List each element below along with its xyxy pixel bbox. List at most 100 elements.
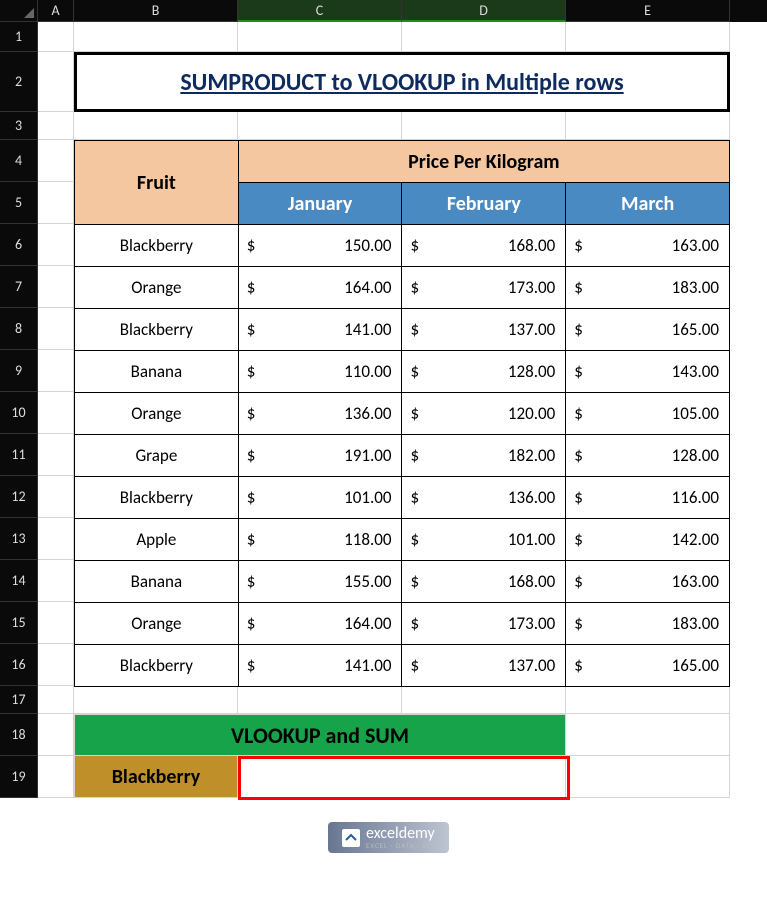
price-cell[interactable]: $136.00: [402, 477, 566, 519]
fruit-cell[interactable]: Banana: [75, 351, 239, 393]
row-header-6[interactable]: 6: [0, 224, 38, 266]
row-header-19[interactable]: 19: [0, 756, 38, 798]
cell-A6[interactable]: [38, 224, 74, 266]
cell-E18[interactable]: [566, 714, 730, 756]
price-cell[interactable]: $182.00: [402, 435, 566, 477]
cell-A11[interactable]: [38, 434, 74, 476]
fruit-cell[interactable]: Blackberry: [75, 477, 239, 519]
row-header-13[interactable]: 13: [0, 518, 38, 560]
price-cell[interactable]: $141.00: [238, 309, 402, 351]
row-header-7[interactable]: 7: [0, 266, 38, 308]
fruit-cell[interactable]: Blackberry: [75, 645, 239, 687]
price-cell[interactable]: $165.00: [566, 309, 730, 351]
cell-E1[interactable]: [566, 22, 730, 52]
price-cell[interactable]: $165.00: [566, 645, 730, 687]
fruit-cell[interactable]: Orange: [75, 267, 239, 309]
lookup-result-cell[interactable]: [238, 756, 566, 798]
cell-A18[interactable]: [38, 714, 74, 756]
column-header-b[interactable]: B: [74, 0, 238, 22]
cell-A12[interactable]: [38, 476, 74, 518]
fruit-cell[interactable]: Banana: [75, 561, 239, 603]
price-cell[interactable]: $150.00: [238, 225, 402, 267]
cell-A14[interactable]: [38, 560, 74, 602]
price-cell[interactable]: $168.00: [402, 561, 566, 603]
fruit-cell[interactable]: Orange: [75, 603, 239, 645]
cell-A10[interactable]: [38, 392, 74, 434]
cell-E17[interactable]: [566, 686, 730, 714]
fruit-cell[interactable]: Grape: [75, 435, 239, 477]
price-cell[interactable]: $137.00: [402, 645, 566, 687]
price-cell[interactable]: $164.00: [238, 267, 402, 309]
fruit-cell[interactable]: Orange: [75, 393, 239, 435]
fruit-header[interactable]: Fruit: [75, 141, 239, 225]
cell-A8[interactable]: [38, 308, 74, 350]
row-header-11[interactable]: 11: [0, 434, 38, 476]
cell-A2[interactable]: [38, 52, 74, 112]
price-cell[interactable]: $143.00: [566, 351, 730, 393]
price-cell[interactable]: $141.00: [238, 645, 402, 687]
row-header-15[interactable]: 15: [0, 602, 38, 644]
price-cell[interactable]: $136.00: [238, 393, 402, 435]
cell-D1[interactable]: [402, 22, 566, 52]
select-all-corner[interactable]: [0, 0, 38, 22]
fruit-cell[interactable]: Apple: [75, 519, 239, 561]
price-cell[interactable]: $101.00: [402, 519, 566, 561]
price-cell[interactable]: $191.00: [238, 435, 402, 477]
price-cell[interactable]: $163.00: [566, 561, 730, 603]
cell-A13[interactable]: [38, 518, 74, 560]
cell-D3[interactable]: [402, 112, 566, 140]
price-cell[interactable]: $110.00: [238, 351, 402, 393]
cell-A16[interactable]: [38, 644, 74, 686]
cell-A3[interactable]: [38, 112, 74, 140]
price-cell[interactable]: $118.00: [238, 519, 402, 561]
price-cell[interactable]: $173.00: [402, 603, 566, 645]
column-header-a[interactable]: A: [38, 0, 74, 22]
price-cell[interactable]: $164.00: [238, 603, 402, 645]
column-header-c[interactable]: C: [238, 0, 402, 22]
cell-B3[interactable]: [74, 112, 238, 140]
row-header-12[interactable]: 12: [0, 476, 38, 518]
price-cell[interactable]: $101.00: [238, 477, 402, 519]
row-header-5[interactable]: 5: [0, 182, 38, 224]
price-cell[interactable]: $137.00: [402, 309, 566, 351]
column-header-e[interactable]: E: [566, 0, 730, 22]
cell-A7[interactable]: [38, 266, 74, 308]
cell-A4[interactable]: [38, 140, 74, 182]
row-header-17[interactable]: 17: [0, 686, 38, 714]
price-cell[interactable]: $120.00: [402, 393, 566, 435]
row-header-16[interactable]: 16: [0, 644, 38, 686]
cell-C17[interactable]: [238, 686, 402, 714]
price-cell[interactable]: $116.00: [566, 477, 730, 519]
price-cell[interactable]: $128.00: [566, 435, 730, 477]
price-cell[interactable]: $183.00: [566, 603, 730, 645]
price-cell[interactable]: $173.00: [402, 267, 566, 309]
price-cell[interactable]: $163.00: [566, 225, 730, 267]
row-header-10[interactable]: 10: [0, 392, 38, 434]
row-header-4[interactable]: 4: [0, 140, 38, 182]
cell-B1[interactable]: [74, 22, 238, 52]
lookup-value-cell[interactable]: Blackberry: [74, 756, 238, 798]
cell-C3[interactable]: [238, 112, 402, 140]
cell-C1[interactable]: [238, 22, 402, 52]
row-header-18[interactable]: 18: [0, 714, 38, 756]
cell-E19[interactable]: [566, 756, 730, 798]
cell-A5[interactable]: [38, 182, 74, 224]
row-header-2[interactable]: 2: [0, 52, 38, 112]
price-header[interactable]: Price Per Kilogram: [238, 141, 729, 183]
cell-E3[interactable]: [566, 112, 730, 140]
cell-A19[interactable]: [38, 756, 74, 798]
row-header-9[interactable]: 9: [0, 350, 38, 392]
row-header-3[interactable]: 3: [0, 112, 38, 140]
cell-A15[interactable]: [38, 602, 74, 644]
row-header-14[interactable]: 14: [0, 560, 38, 602]
column-header-d[interactable]: D: [402, 0, 566, 22]
month-header-january[interactable]: January: [238, 183, 402, 225]
row-header-8[interactable]: 8: [0, 308, 38, 350]
price-cell[interactable]: $142.00: [566, 519, 730, 561]
price-cell[interactable]: $128.00: [402, 351, 566, 393]
price-cell[interactable]: $168.00: [402, 225, 566, 267]
cell-B17[interactable]: [74, 686, 238, 714]
fruit-cell[interactable]: Blackberry: [75, 309, 239, 351]
cell-A9[interactable]: [38, 350, 74, 392]
cell-A1[interactable]: [38, 22, 74, 52]
